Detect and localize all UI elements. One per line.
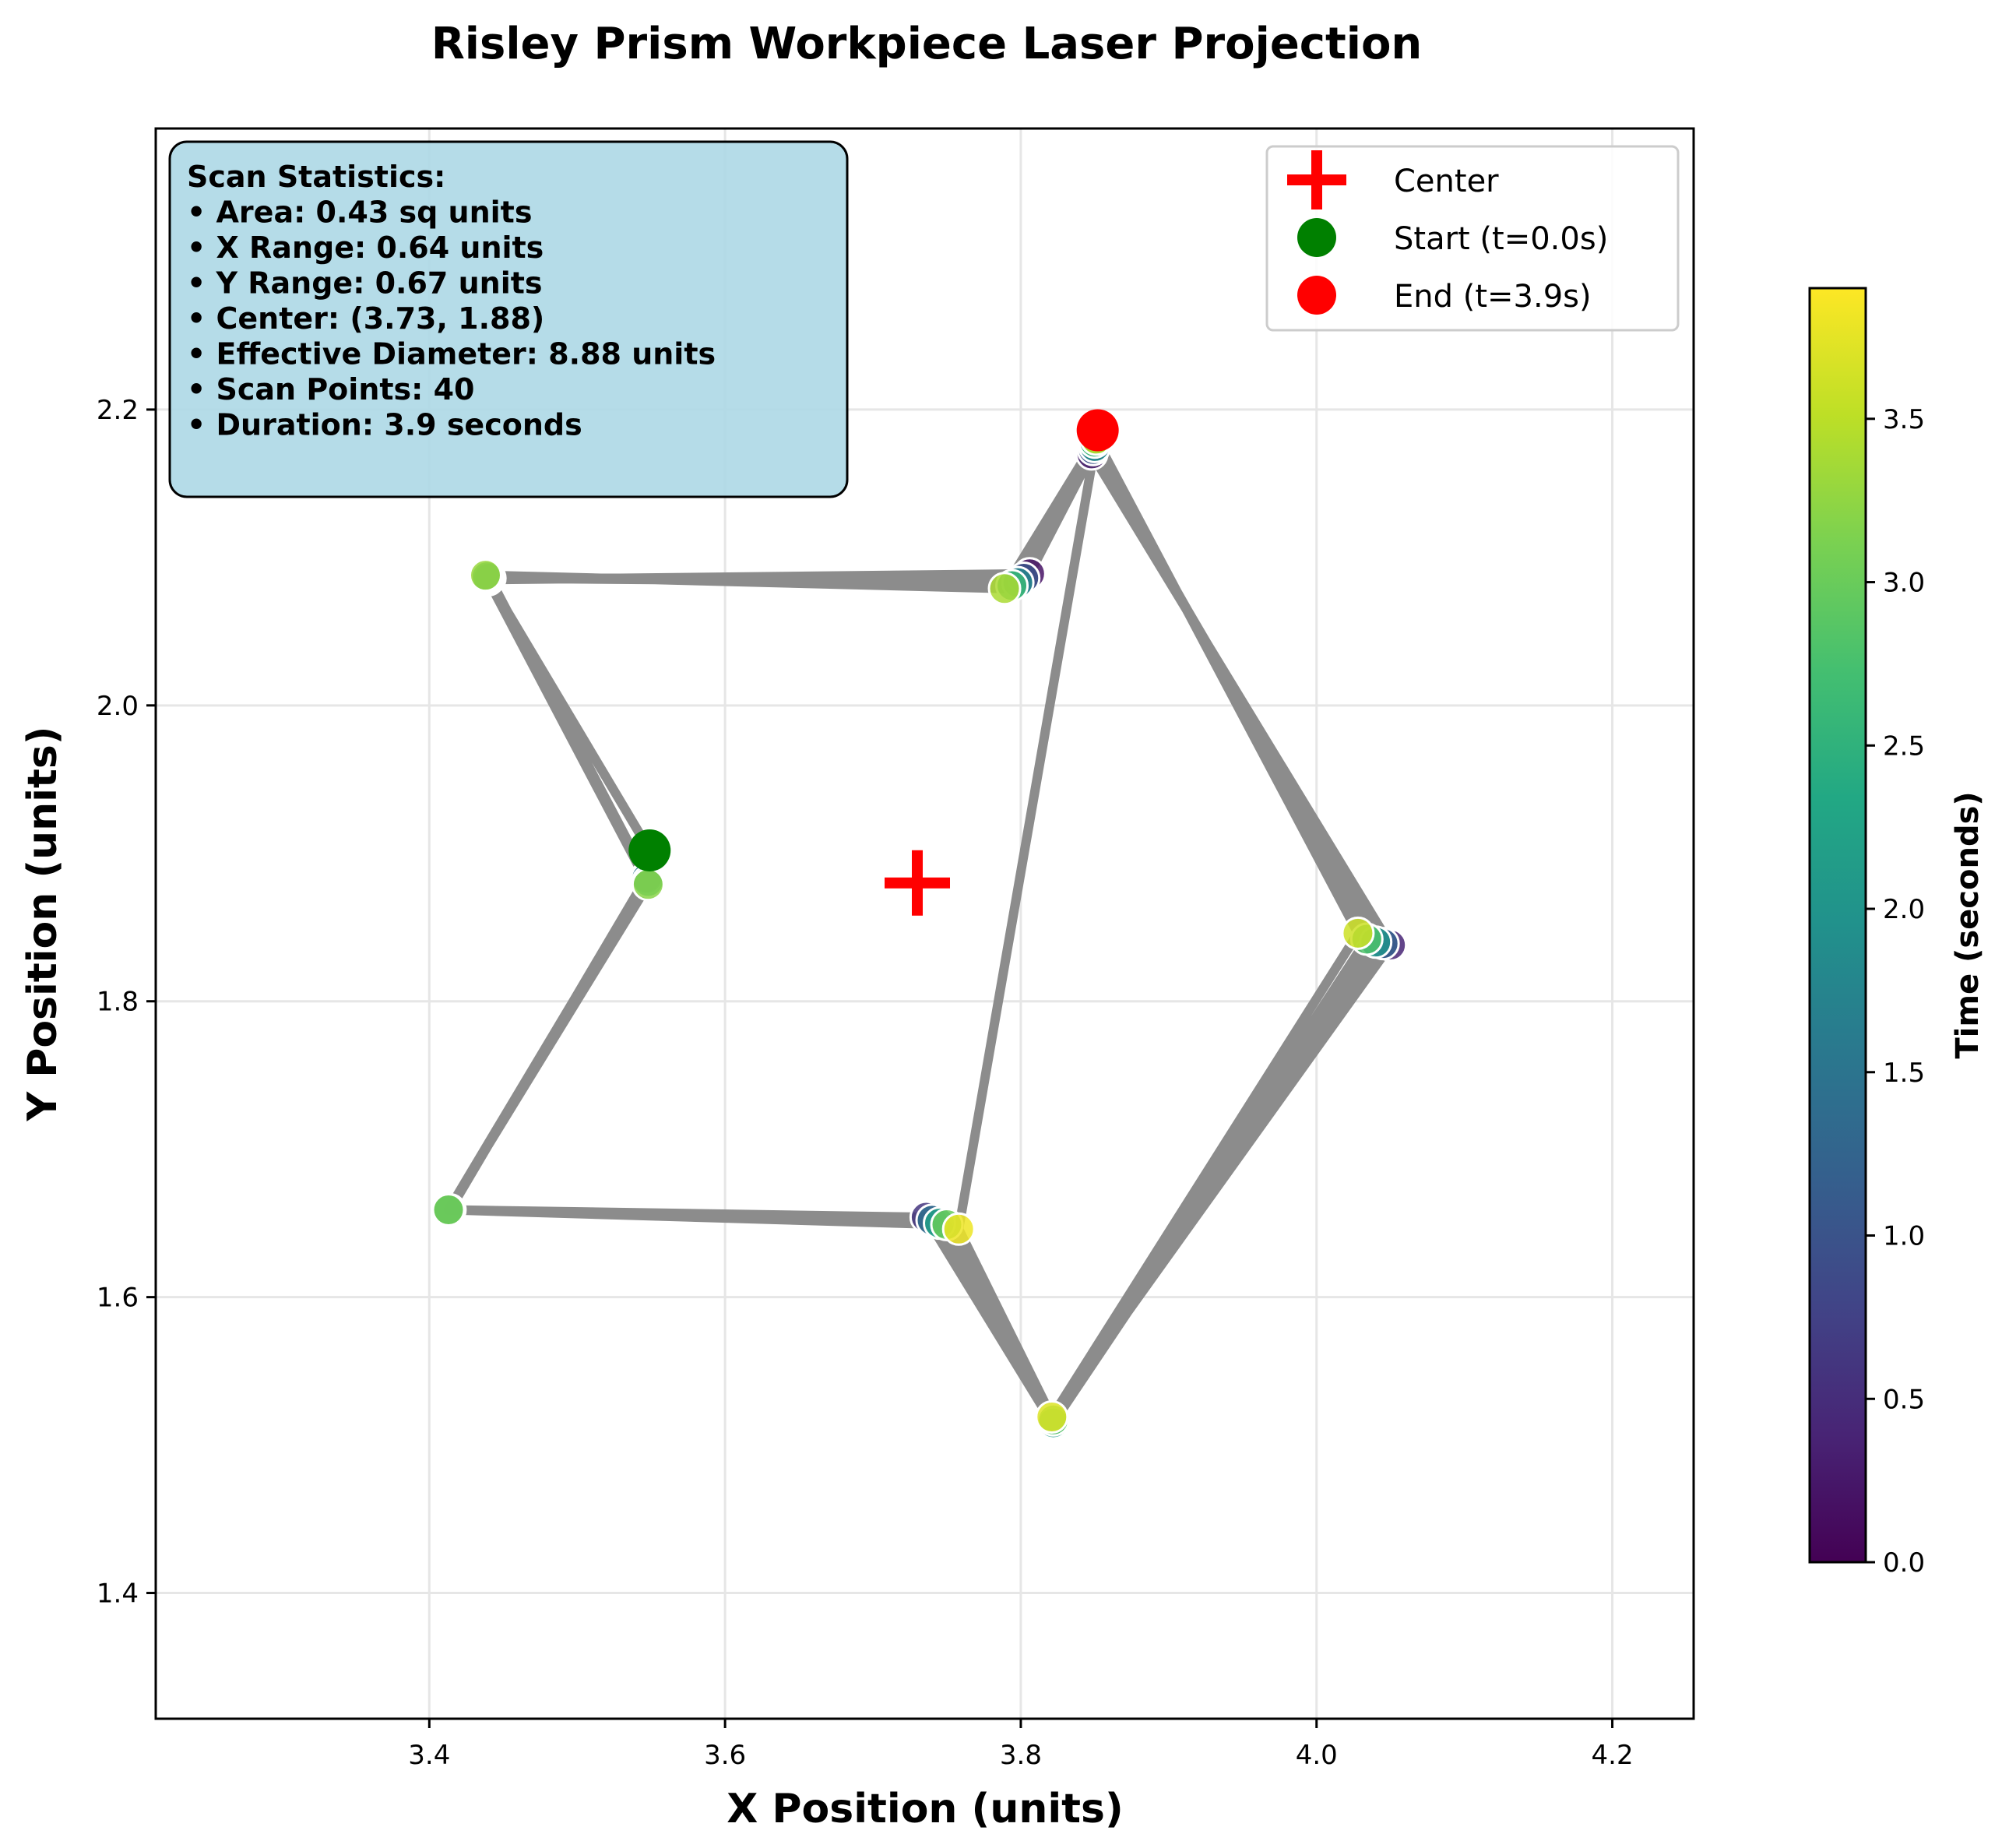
colorbar-tick-label: 3.5 [1883,404,1925,435]
scan-statistics-line: • Scan Points: 40 [187,372,474,407]
x-axis-ticks: 3.4 3.6 3.8 4.0 4.2 [408,1719,1634,1771]
x-tick-label: 3.6 [704,1740,746,1771]
y-tick-label: 1.4 [97,1579,139,1610]
x-tick-label: 4.0 [1296,1740,1338,1771]
legend-label-end: End (t=3.9s) [1394,279,1592,315]
x-tick-label: 3.8 [1000,1740,1042,1771]
scan-point [987,572,1022,606]
scan-statistics-line: Scan Statistics: [187,160,445,194]
legend: Center Start (t=0.0s) End (t=3.9s) [1265,145,1680,332]
y-axis-ticks: 1.4 1.6 1.8 2.0 2.2 [97,395,156,1610]
special-markers [628,409,1119,916]
y-tick-label: 1.8 [97,987,139,1018]
y-tick-label: 2.2 [97,395,139,426]
legend-label-center: Center [1394,164,1499,199]
colorbar-tick-label: 2.5 [1883,730,1925,762]
x-tick-label: 3.4 [408,1740,450,1771]
colorbar-tick-label: 0.5 [1883,1384,1925,1415]
scan-statistics-lines: Scan Statistics:• Area: 0.43 sq units• X… [187,160,716,442]
scan-statistics-box-background [168,140,849,498]
scan-statistics-line: • Center: (3.73, 1.88) [187,301,544,336]
colorbar-tick-label: 1.0 [1883,1221,1925,1252]
scan-point [431,1193,466,1227]
legend-start-circle-icon [1297,218,1336,257]
chart-title: Risley Prism Workpiece Laser Projection [431,19,1423,69]
scan-statistics-line: • Y Range: 0.67 units [187,266,543,301]
scan-point [1341,916,1375,950]
x-tick-label: 4.2 [1592,1740,1634,1771]
grid-lines [156,128,1694,1719]
colorbar-ticks: 0.0 0.5 1.0 1.5 2.0 2.5 3.0 3.5 [1866,404,1925,1579]
legend-center-plus-icon-v [1311,150,1322,209]
legend-frame [1265,145,1680,332]
scan-point [1035,1399,1069,1434]
scan-statistics-line: • Area: 0.43 sq units [187,195,532,230]
scan-statistics-line: • Effective Diameter: 8.88 units [187,337,716,371]
colorbar-label: Time (seconds) [1950,791,1986,1058]
scan-point [631,868,665,902]
plot-frame [154,127,1695,1720]
legend-entry-center: Center [1287,150,1499,209]
scan-path [444,429,1395,1428]
legend-label-start: Start (t=0.0s) [1394,221,1608,257]
scan-point [941,1212,976,1246]
colorbar: 0.0 0.5 1.0 1.5 2.0 2.5 3.0 3.5 Time (seconds) [1808,287,1986,1579]
y-tick-label: 1.6 [97,1283,139,1314]
scan-statistics-box: Scan Statistics:• Area: 0.43 sq units• X… [168,140,849,498]
legend-entry-end: End (t=3.9s) [1297,276,1592,315]
y-tick-label: 2.0 [97,691,139,722]
scan-path-line [444,429,1395,1428]
y-axis-label: Y Position (units) [19,726,66,1121]
colorbar-tick-label: 1.5 [1883,1058,1925,1089]
colorbar-tick-label: 3.0 [1883,568,1925,599]
legend-entry-start: Start (t=0.0s) [1297,218,1608,257]
legend-end-circle-icon [1297,276,1336,315]
x-axis-label: X Position (units) [727,1786,1124,1832]
start-marker [628,829,671,871]
center-marker-vertical [912,850,924,916]
colorbar-tick-label: 2.0 [1883,894,1925,925]
scan-statistics-line: • X Range: 0.64 units [187,231,544,265]
end-marker [1076,409,1119,452]
colorbar-tick-label: 0.0 [1883,1547,1925,1579]
scan-point [468,558,502,593]
scan-statistics-line: • Duration: 3.9 seconds [187,408,582,442]
colorbar-gradient [1808,287,1867,1564]
